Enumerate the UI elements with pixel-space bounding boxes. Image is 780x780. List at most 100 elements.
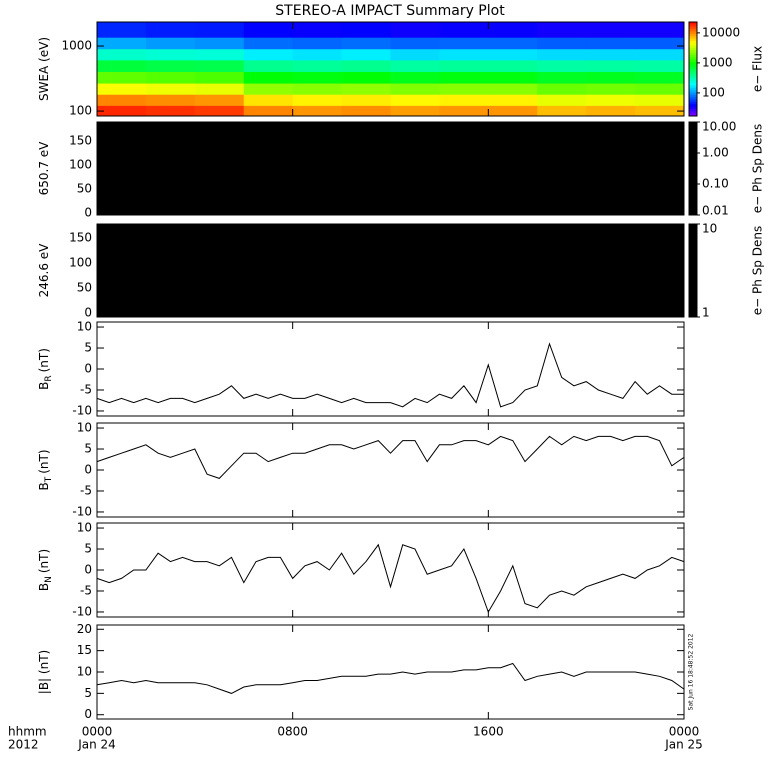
heat-cell [341,94,391,106]
y-label-sub: T [44,476,54,483]
heat-cell [390,37,440,50]
colorbar-tick-label: 10.00 [702,120,736,134]
heat-cell [194,105,245,117]
colorbar-segment [689,61,697,65]
heat-cell [635,83,685,95]
heat-cell [439,48,489,61]
panel-frame [96,21,685,117]
colorbar-segment [689,45,697,49]
heat-cell [97,48,147,61]
colorbar-segment [689,59,697,63]
heat-cell [243,94,294,106]
y-label-main: B [37,482,51,490]
heat-cell [586,22,636,38]
heat-cell [635,59,685,72]
heat-cell [145,59,196,72]
heat-cell [488,22,538,38]
x-tick-label: 0000 [82,725,113,739]
heat-cell [341,22,391,38]
heat-cell [145,37,196,50]
y-tick-label: 10 [77,320,92,334]
colorbar-segment [689,76,697,79]
heat-cell [341,83,391,95]
colorbar-tick-label: 1.00 [702,146,729,160]
heat-cell [586,37,636,50]
heat-cell [145,71,196,84]
colorbar-segment [689,26,697,30]
colorbar-label: e− Ph Sp Dens [751,226,765,315]
y-tick-label: 150 [69,134,92,148]
y-tick-label: 0 [84,306,92,320]
y-axis-label: |B| (nT) [37,650,51,694]
heat-cell [341,71,391,84]
heat-cell [488,94,538,106]
heat-cell [97,22,147,38]
heat-cell [292,22,343,38]
heat-cell [97,71,147,84]
colorbar-segment [689,104,697,108]
y-tick-label: -10 [72,604,92,618]
heat-cell [439,71,489,84]
heat-cell [586,94,636,106]
panel-frame [96,223,685,318]
heat-cell [439,22,489,38]
heat-cell [439,83,489,95]
heat-cell [537,71,587,84]
colorbar-tick-label: 10 [702,222,717,236]
colorbar-segment [689,29,697,32]
heat-cell [586,48,636,61]
y-label-main: B [37,583,51,591]
panel-frame [96,121,685,216]
y-tick-label: 10 [77,521,92,535]
heat-cell [97,94,147,106]
y-tick-label: 0 [84,707,92,721]
heat-cell [390,59,440,72]
colorbar-segment [689,78,697,82]
heat-cell [390,94,440,106]
heat-cell [194,22,245,38]
heat-cell [488,105,538,117]
colorbar-segment [689,87,697,91]
y-tick-label: -5 [80,382,92,396]
heat-cell [586,83,636,95]
y-tick-label: 1000 [61,39,92,53]
y-label-sub: N [44,576,54,583]
y-tick-label: 150 [69,231,92,245]
heat-cell [341,37,391,50]
heat-cell [537,37,587,50]
colorbar-segment [689,94,697,98]
x-row-label: 2012 [8,738,39,752]
heat-cell [97,37,147,50]
heat-cell [635,71,685,84]
y-tick-label: 50 [77,182,92,196]
heat-cell [194,48,245,61]
colorbar-tick-label: 1000 [702,55,733,69]
colorbar-segment [689,54,697,58]
heat-cell [341,48,391,61]
heat-cell [243,37,294,50]
colorbar-segment [689,97,697,101]
y-label-main: 650.7 eV [37,141,51,196]
y-tick-label: 5 [84,442,92,456]
heat-cell [488,71,538,84]
data-line [96,662,685,694]
heat-cell [439,37,489,50]
colorbar-segment [689,101,697,105]
heat-cell [586,105,636,117]
colorbar-tick-label: 10000 [702,25,740,39]
heat-cell [439,105,489,117]
heat-cell [97,83,147,95]
y-tick-label: 15 [77,643,92,657]
colorbar-segment [689,66,697,70]
y-label-unit: (nT) [37,348,51,372]
heat-cell [341,59,391,72]
y-tick-label: 10 [77,665,92,679]
heat-cell [341,105,391,117]
colorbar-segment [689,31,697,35]
heat-cell [586,71,636,84]
colorbar-tick-label: 1 [702,306,710,320]
colorbar-segment [689,64,697,68]
chart-title: STEREO-A IMPACT Summary Plot [275,3,505,19]
colorbar-fill [689,122,697,215]
